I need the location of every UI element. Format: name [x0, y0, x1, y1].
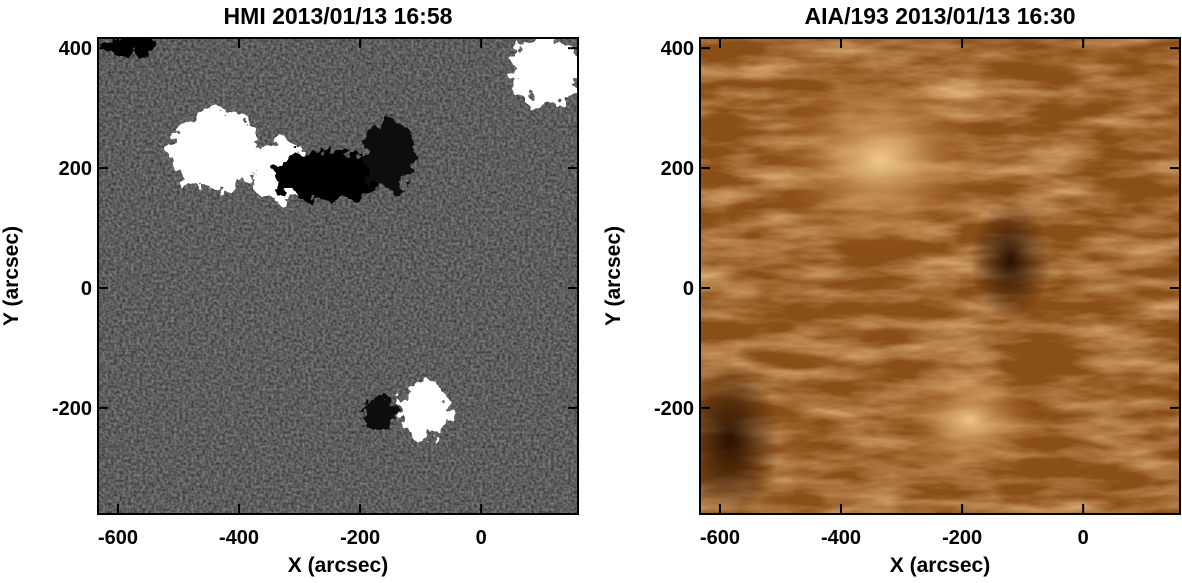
y-tick-label: -200	[654, 398, 694, 420]
x-tick-label: -200	[340, 527, 380, 549]
aia-image	[700, 38, 1180, 514]
x-tick-label: 0	[1078, 527, 1089, 549]
y-tick-label: -200	[52, 398, 92, 420]
x-axis-label: X (arcsec)	[890, 554, 990, 577]
x-tick-label: -600	[700, 527, 740, 549]
y-axis-label: Y (arcsec)	[602, 226, 625, 326]
y-tick-label: 0	[683, 278, 694, 300]
x-axis-label: X (arcsec)	[288, 554, 388, 577]
plot-frame	[699, 37, 1181, 515]
y-tick-label: 200	[59, 158, 92, 180]
panel-title: AIA/193 2013/01/13 16:30	[804, 3, 1075, 29]
y-tick-label: 400	[661, 38, 694, 60]
x-tick-label: 0	[476, 527, 487, 549]
x-tick-label: -400	[219, 527, 259, 549]
y-tick-label: 0	[81, 278, 92, 300]
y-tick-label: 200	[661, 158, 694, 180]
y-tick-label: 400	[59, 38, 92, 60]
plot-frame	[97, 37, 579, 515]
magnetogram-image	[98, 38, 578, 514]
x-tick-label: -400	[821, 527, 861, 549]
x-tick-label: -600	[98, 527, 138, 549]
panel-title: HMI 2013/01/13 16:58	[224, 3, 453, 29]
y-axis-label: Y (arcsec)	[0, 226, 23, 326]
x-tick-label: -200	[942, 527, 982, 549]
